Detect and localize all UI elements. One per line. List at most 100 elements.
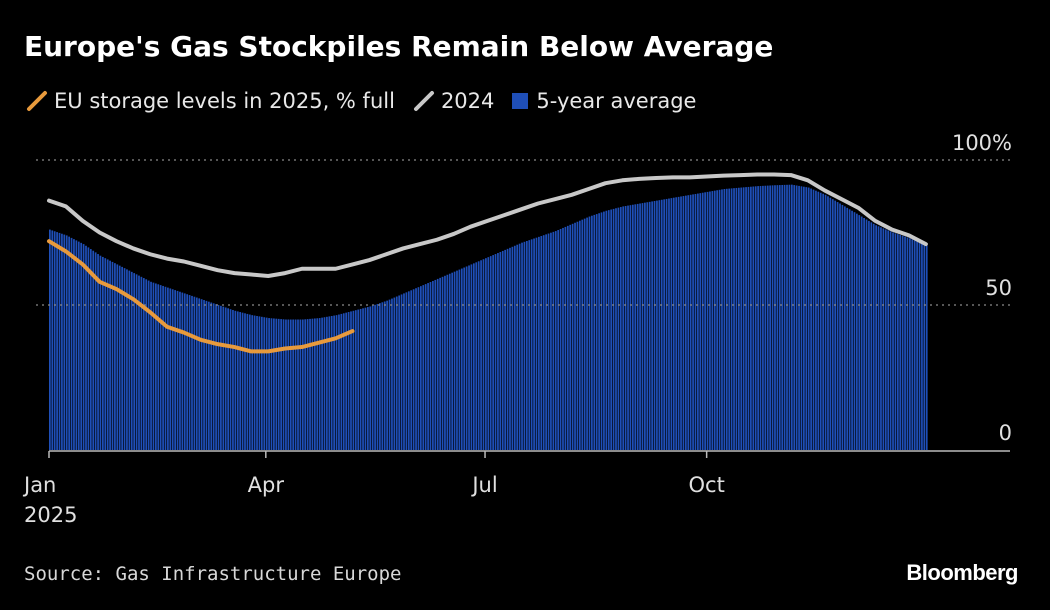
avg-bar <box>909 238 911 450</box>
avg-bar <box>99 255 102 450</box>
avg-bar <box>352 310 355 450</box>
avg-bar <box>810 188 812 450</box>
avg-bar <box>904 236 906 450</box>
avg-bar <box>292 319 295 450</box>
avg-bar <box>684 195 687 450</box>
avg-bar <box>282 319 285 450</box>
avg-bar <box>357 309 360 450</box>
avg-bar <box>388 299 391 450</box>
avg-bar <box>644 202 646 450</box>
avg-bar <box>593 214 596 450</box>
avg-bar <box>689 194 692 450</box>
avg-bar <box>335 315 338 450</box>
avg-bar <box>718 189 721 450</box>
avg-bar <box>222 306 225 450</box>
avg-bar <box>362 308 364 450</box>
avg-bar <box>822 193 825 450</box>
avg-bar <box>371 305 374 450</box>
avg-bar <box>701 192 704 451</box>
avg-bar <box>485 258 487 450</box>
avg-bar <box>171 289 174 450</box>
avg-bar <box>877 226 880 450</box>
avg-bar <box>786 184 788 450</box>
avg-bar <box>470 264 473 450</box>
avg-bar <box>138 275 140 450</box>
avg-bar <box>97 254 99 450</box>
avg-bar <box>834 200 837 450</box>
avg-bar <box>721 189 723 450</box>
avg-bar <box>321 317 323 450</box>
avg-bar <box>398 295 401 450</box>
avg-bar <box>248 314 251 450</box>
avg-bar <box>287 319 290 450</box>
avg-bar <box>892 232 894 450</box>
avg-bar <box>217 305 220 450</box>
avg-bar <box>118 265 121 450</box>
avg-bar <box>583 218 586 450</box>
avg-bar <box>841 204 844 450</box>
avg-bar <box>374 304 376 450</box>
avg-bar <box>759 185 762 451</box>
avg-bar <box>552 231 555 450</box>
avg-bar <box>595 214 598 450</box>
avg-bar <box>51 230 54 450</box>
avg-bar <box>523 241 526 450</box>
avg-bar <box>757 186 759 450</box>
avg-bar <box>658 200 661 450</box>
avg-bar <box>704 192 706 450</box>
series-2024-line <box>47 172 928 278</box>
avg-bar <box>639 203 641 450</box>
y-tick-label: 0 <box>999 421 1012 445</box>
avg-bar <box>807 187 810 451</box>
avg-bar <box>711 191 714 450</box>
avg-bar <box>812 189 815 450</box>
avg-bar <box>198 298 201 450</box>
avg-bar <box>61 233 63 450</box>
avg-bar <box>85 245 87 450</box>
avg-bar <box>921 243 923 450</box>
avg-bar <box>627 205 629 450</box>
avg-bar <box>369 306 372 450</box>
avg-bar <box>294 319 297 450</box>
avg-bar <box>865 219 868 450</box>
avg-bar <box>487 257 490 450</box>
avg-bar <box>451 272 454 450</box>
avg-bar <box>174 290 176 450</box>
avg-bar <box>634 204 637 450</box>
avg-bar <box>338 314 340 450</box>
avg-bar <box>381 302 384 450</box>
avg-bar <box>260 316 263 450</box>
avg-bar <box>899 234 902 450</box>
avg-bar <box>581 219 584 450</box>
avg-bar <box>285 319 287 450</box>
avg-bar <box>665 198 668 450</box>
avg-bar <box>109 260 111 450</box>
avg-bar <box>778 185 781 450</box>
avg-bar <box>925 245 928 450</box>
avg-bar <box>713 190 716 450</box>
avg-bar <box>152 282 155 450</box>
avg-bar <box>273 318 275 450</box>
avg-bar <box>405 292 408 450</box>
avg-bar <box>347 312 350 450</box>
avg-bar <box>441 276 444 450</box>
avg-bar <box>309 318 311 450</box>
avg-bar <box>740 187 743 451</box>
avg-bar <box>68 236 70 450</box>
avg-bar <box>439 277 441 450</box>
legend-item-2024: 2024 <box>413 89 494 113</box>
avg-bar <box>94 252 97 450</box>
avg-bar <box>781 184 784 451</box>
avg-bar <box>195 297 198 450</box>
avg-bar <box>200 299 203 450</box>
avg-bar <box>790 184 793 450</box>
y-tick-label: 100% <box>952 131 1012 155</box>
avg-bar <box>318 318 321 450</box>
avg-bar <box>754 186 757 450</box>
avg-bar <box>562 227 564 450</box>
avg-bar <box>104 258 107 450</box>
avg-bar <box>764 185 767 451</box>
avg-bar <box>446 274 449 450</box>
avg-bar <box>220 305 222 450</box>
avg-bar <box>427 283 429 450</box>
